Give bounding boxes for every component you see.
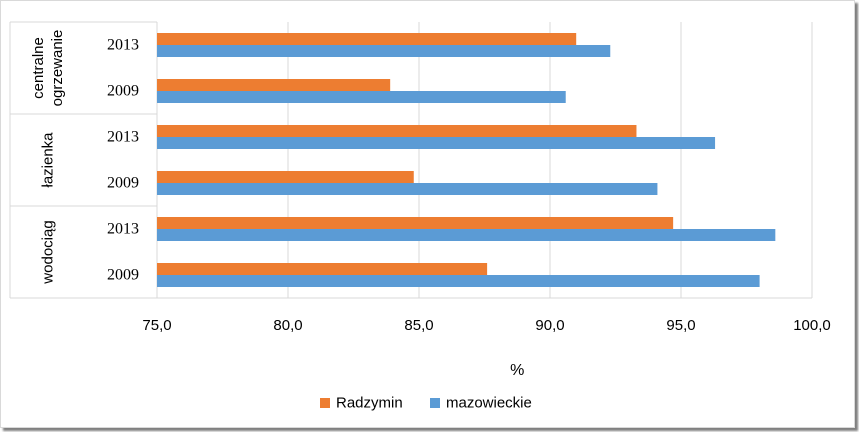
legend-swatch [320, 398, 330, 408]
x-axis-ticks: 75,0 80,0 85,0 90,0 95,0 100,0 [142, 317, 830, 334]
bar-radzymin [157, 263, 488, 275]
legend-label: Radzymin [336, 395, 403, 412]
category-label: 2013 [107, 37, 139, 54]
x-tick-label: 90,0 [535, 317, 564, 334]
bar-radzymin [157, 125, 637, 137]
group-label: łazienka [40, 132, 57, 188]
group-label: wodociąg [40, 220, 57, 284]
x-tick-label: 100,0 [793, 317, 831, 334]
category-axis: centralne ogrzewanie 2013 2009 łazienka 2013 2… [9, 21, 812, 299]
bar-mazowieckie [157, 229, 776, 241]
legend-label: mazowieckie [446, 395, 532, 412]
category-label: 2013 [107, 129, 139, 146]
legend: Radzymin mazowieckie [320, 395, 532, 412]
bar-mazowieckie [157, 45, 611, 57]
bar-radzymin [157, 171, 414, 183]
legend-swatch [430, 398, 440, 408]
bar-mazowieckie [157, 91, 566, 103]
bar-radzymin [157, 33, 577, 45]
x-tick-label: 95,0 [666, 317, 695, 334]
group-label: ogrzewanie [49, 30, 66, 107]
bar-radzymin [157, 217, 674, 229]
x-tick-label: 80,0 [273, 317, 302, 334]
x-tick-label: 75,0 [142, 317, 171, 334]
bar-radzymin [157, 79, 391, 91]
category-label: 2009 [107, 175, 139, 192]
bar-mazowieckie [157, 183, 658, 195]
x-tick-label: 85,0 [404, 317, 433, 334]
bars [157, 33, 776, 287]
group-label: centralne [30, 37, 47, 99]
category-label: 2013 [107, 221, 139, 238]
bar-mazowieckie [157, 137, 716, 149]
category-label: 2009 [107, 267, 139, 284]
category-label: 2009 [107, 83, 139, 100]
x-axis-title: % [510, 362, 524, 379]
gridlines [287, 22, 813, 298]
bar-mazowieckie [157, 275, 760, 287]
